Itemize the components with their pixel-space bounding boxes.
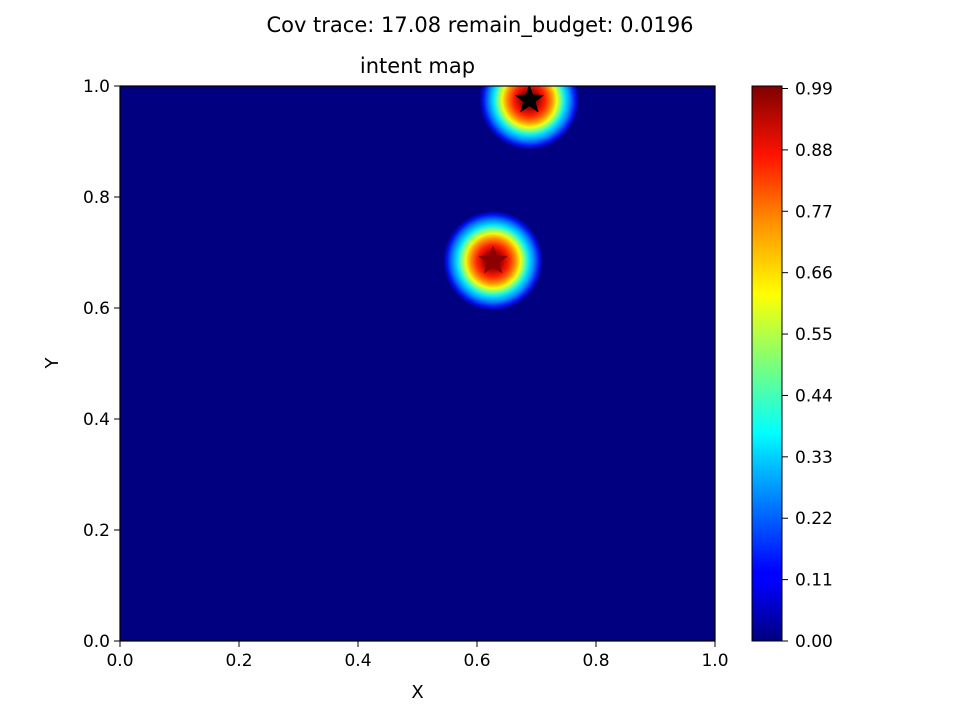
colorbar-axis: 0.00 0.11 0.22 0.33 0.44 0.55 0.66 0.77 0.88 0.99 — [782, 79, 833, 652]
colorbar — [751, 85, 783, 642]
x-tick-label: 0.2 — [225, 651, 252, 671]
heatmap-background — [120, 86, 715, 641]
x-tick-label: 0.4 — [344, 651, 371, 671]
colorbar-tick-label: 0.11 — [795, 571, 833, 591]
colorbar-tick-label: 0.22 — [795, 509, 833, 529]
y-tick-label: 0.0 — [83, 632, 110, 652]
colorbar-tick-label: 0.99 — [795, 79, 833, 99]
y-tick-label: 0.8 — [83, 188, 110, 208]
colorbar-tick-label: 0.88 — [795, 141, 833, 161]
y-tick-label: 0.6 — [83, 299, 110, 319]
x-axis: 0.0 0.2 0.4 0.6 0.8 1.0 — [106, 641, 729, 671]
colorbar-tick-label: 0.33 — [795, 448, 833, 468]
x-tick-label: 0.6 — [463, 651, 490, 671]
star-marker-1 — [478, 245, 509, 274]
y-tick-label: 1.0 — [83, 77, 110, 97]
x-tick-label: 1.0 — [701, 651, 728, 671]
heatmap-peak-2 — [479, 86, 580, 150]
y-tick-label: 0.4 — [83, 410, 110, 430]
x-tick-label: 0.0 — [106, 651, 133, 671]
plot-frame — [119, 85, 716, 642]
heatmap-peaks — [443, 86, 580, 311]
chart-title: intent map — [360, 54, 475, 78]
x-axis-label: X — [411, 682, 423, 703]
colorbar-tick-label: 0.44 — [795, 386, 833, 406]
figure-suptitle: Cov trace: 17.08 remain_budget: 0.0196 — [266, 13, 693, 38]
y-axis-label: Y — [42, 357, 63, 370]
colorbar-tick-label: 0.00 — [795, 632, 833, 652]
y-axis: 0.0 0.2 0.4 0.6 0.8 1.0 — [83, 77, 120, 652]
colorbar-tick-label: 0.66 — [795, 264, 833, 284]
star-marker-2 — [514, 86, 545, 113]
colorbar-tick-label: 0.77 — [795, 202, 833, 222]
y-tick-label: 0.2 — [83, 521, 110, 541]
colorbar-tick-label: 0.55 — [795, 325, 833, 345]
x-tick-label: 0.8 — [582, 651, 609, 671]
